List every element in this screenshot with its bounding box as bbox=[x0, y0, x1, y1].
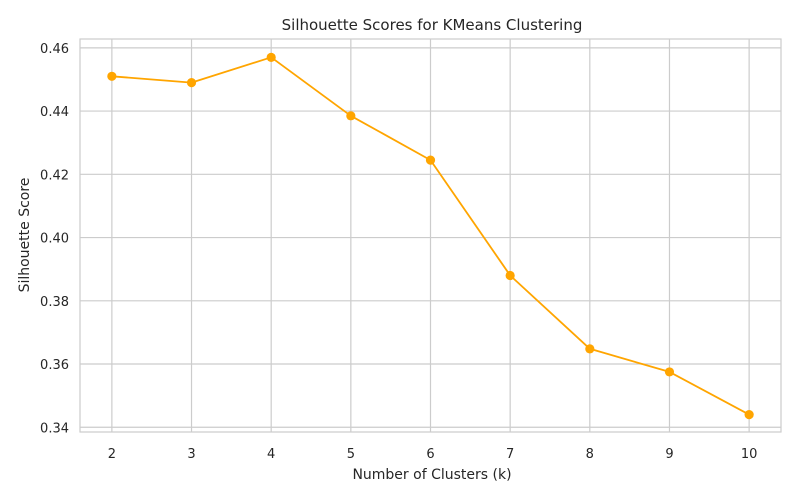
x-tick-label: 10 bbox=[741, 447, 758, 462]
chart-title: Silhouette Scores for KMeans Clustering bbox=[282, 16, 583, 34]
x-tick-label: 2 bbox=[108, 447, 116, 462]
series-layer bbox=[107, 52, 754, 420]
data-point bbox=[425, 155, 436, 165]
data-point bbox=[744, 410, 754, 420]
y-tick-label: 0.34 bbox=[40, 421, 69, 436]
x-axis: 2 3 4 5 6 7 8 9 10 bbox=[108, 447, 758, 462]
data-point bbox=[505, 270, 515, 281]
data-point bbox=[266, 52, 276, 62]
x-tick-label: 4 bbox=[267, 447, 275, 462]
plot-frame bbox=[79, 38, 782, 433]
x-tick-label: 5 bbox=[347, 447, 355, 462]
x-tick-label: 7 bbox=[506, 447, 514, 462]
y-axis-label: Silhouette Score bbox=[17, 178, 33, 293]
x-tick-label: 9 bbox=[665, 447, 673, 462]
y-tick-label: 0.44 bbox=[40, 105, 69, 120]
x-tick-label: 8 bbox=[586, 447, 594, 462]
grid bbox=[80, 39, 781, 432]
x-axis-label: Number of Clusters (k) bbox=[352, 467, 511, 483]
data-point bbox=[186, 78, 197, 88]
y-axis: 0.34 0.36 0.38 0.40 0.42 0.44 0.46 bbox=[40, 42, 69, 436]
x-tick-label: 3 bbox=[187, 447, 195, 462]
y-tick-label: 0.40 bbox=[40, 232, 69, 247]
y-tick-label: 0.38 bbox=[40, 295, 69, 310]
data-point bbox=[107, 71, 117, 81]
y-tick-label: 0.46 bbox=[40, 42, 69, 57]
y-tick-label: 0.36 bbox=[40, 358, 69, 373]
data-point bbox=[585, 344, 595, 354]
y-tick-label: 0.42 bbox=[40, 168, 69, 183]
data-point bbox=[664, 367, 675, 377]
data-point bbox=[346, 111, 356, 121]
x-tick-label: 6 bbox=[426, 447, 434, 462]
